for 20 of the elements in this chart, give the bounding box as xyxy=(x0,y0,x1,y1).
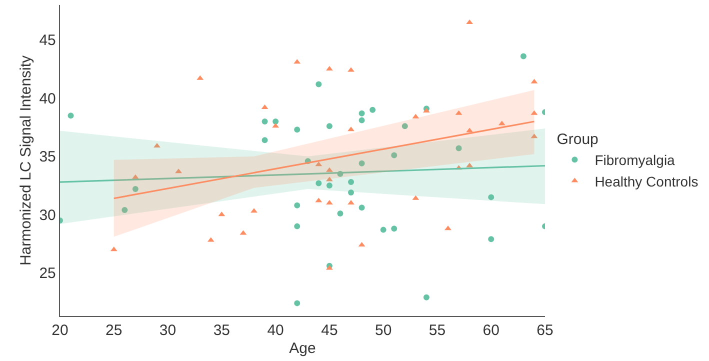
legend-title: Group xyxy=(556,131,598,148)
y-tick-label: 25 xyxy=(39,265,56,282)
x-tick-label: 40 xyxy=(267,322,284,340)
y-tick-label: 45 xyxy=(39,32,56,50)
x-tick-label: 65 xyxy=(536,322,554,340)
y-axis-title: Harmonized LC Signal Intensity xyxy=(17,54,34,266)
x-tick-label: 35 xyxy=(213,322,230,340)
x-tick-label: 55 xyxy=(428,322,446,340)
y-tick-label: 35 xyxy=(39,148,56,166)
y-tick-label: 30 xyxy=(39,206,56,224)
x-tick-label: 20 xyxy=(52,322,68,340)
x-tick-label: 60 xyxy=(482,322,500,340)
y-tick-label: 40 xyxy=(39,90,56,108)
x-tick-label: 30 xyxy=(159,322,176,340)
x-axis-title: Age xyxy=(289,340,316,358)
x-tick-label: 50 xyxy=(374,322,392,340)
legend-label: Fibromyalgia xyxy=(594,152,676,168)
legend-label: Healthy Controls xyxy=(594,173,698,190)
x-tick-label: 25 xyxy=(106,322,122,340)
x-tick-label: 45 xyxy=(321,322,338,340)
